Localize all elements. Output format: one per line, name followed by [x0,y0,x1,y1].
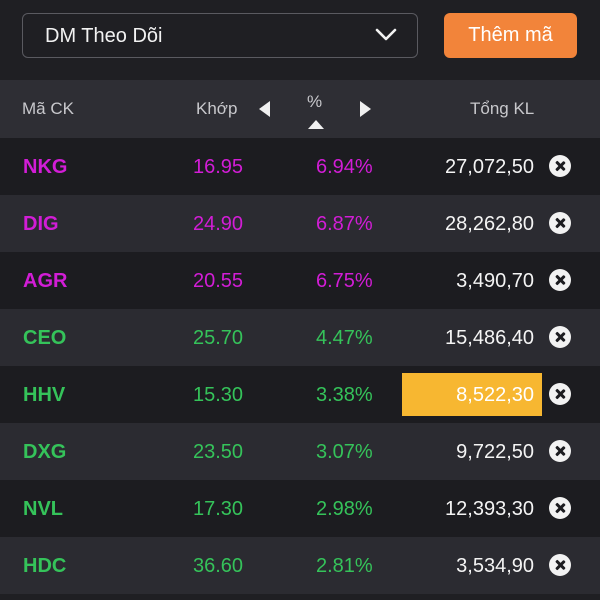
table-row[interactable]: AGR 20.55 6.75% 3,490,70 [0,252,600,309]
table-row[interactable]: DIG 24.90 6.87% 28,262,80 [0,195,600,252]
remove-symbol-icon[interactable] [549,155,571,177]
table-header: Mã CK Khớp % Tổng KL [0,80,600,138]
symbol-code: DIG [23,213,59,235]
watchlist-dropdown[interactable]: DM Theo Dõi [22,13,418,58]
remove-symbol-icon[interactable] [549,497,571,519]
percent-change: 2.98% [316,498,373,520]
remove-symbol-icon[interactable] [549,269,571,291]
symbol-code: HHV [23,384,66,406]
table-row[interactable]: NKG 16.95 6.94% 27,072,50 [0,138,600,195]
percent-change: 2.81% [316,555,373,577]
percent-change: 6.87% [316,213,373,235]
column-header-volume[interactable]: Tổng KL [470,99,535,118]
symbol-code: HDC [23,555,67,577]
remove-symbol-icon[interactable] [549,326,571,348]
match-price: 36.60 [193,555,244,577]
percent-change: 4.47% [316,327,373,349]
match-price: 17.30 [193,498,244,520]
remove-symbol-icon[interactable] [549,212,571,234]
remove-symbol-icon[interactable] [549,383,571,405]
total-volume: 3,490,70 [456,270,534,292]
column-header-code[interactable]: Mã CK [22,99,74,118]
table-row[interactable]: CEO 25.70 4.47% 15,486,40 [0,309,600,366]
table-row[interactable]: NVL 17.30 2.98% 12,393,30 [0,480,600,537]
remove-symbol-icon[interactable] [549,554,571,576]
total-volume: 27,072,50 [445,156,534,178]
symbol-code: NVL [23,498,63,520]
symbol-code: DXG [23,441,67,463]
caret-right-icon[interactable] [360,101,371,117]
match-price: 24.90 [193,213,244,235]
match-price: 25.70 [193,327,244,349]
percent-change: 3.07% [316,441,373,463]
table-row[interactable]: HHV 15.30 3.38% 8,522,30 [0,366,600,423]
total-volume: 3,534,90 [456,555,534,577]
volume-change-highlight [402,373,542,416]
column-header-match[interactable]: Khớp [196,99,238,118]
top-bar: DM Theo Dõi Thêm mã [0,0,600,80]
match-price: 15.30 [193,384,244,406]
match-price: 16.95 [193,156,244,178]
total-volume: 12,393,30 [445,498,534,520]
match-price: 23.50 [193,441,244,463]
symbol-code: CEO [23,327,67,349]
symbol-code: AGR [23,270,68,292]
watchlist-selected: DM Theo Dõi [45,25,163,47]
chevron-down-icon [375,28,397,41]
remove-symbol-icon[interactable] [549,440,571,462]
symbol-code: NKG [23,156,68,178]
total-volume: 28,262,80 [445,213,534,235]
total-volume: 9,722,50 [456,441,534,463]
match-price: 20.55 [193,270,244,292]
total-volume: 8,522,30 [456,384,534,406]
watchlist-table: NKG 16.95 6.94% 27,072,50 DIG 24.90 6.87% 28,26… [0,138,600,594]
percent-change: 6.75% [316,270,373,292]
table-row[interactable]: HDC 36.60 2.81% 3,534,90 [0,537,600,594]
column-header-percent[interactable]: % [307,92,323,111]
percent-change: 6.94% [316,156,373,178]
table-row[interactable]: DXG 23.50 3.07% 9,722,50 [0,423,600,480]
total-volume: 15,486,40 [445,327,534,349]
caret-left-icon[interactable] [259,101,270,117]
sort-ascending-icon[interactable] [308,120,324,129]
percent-change: 3.38% [316,384,373,406]
add-symbol-button[interactable]: Thêm mã [444,13,577,58]
